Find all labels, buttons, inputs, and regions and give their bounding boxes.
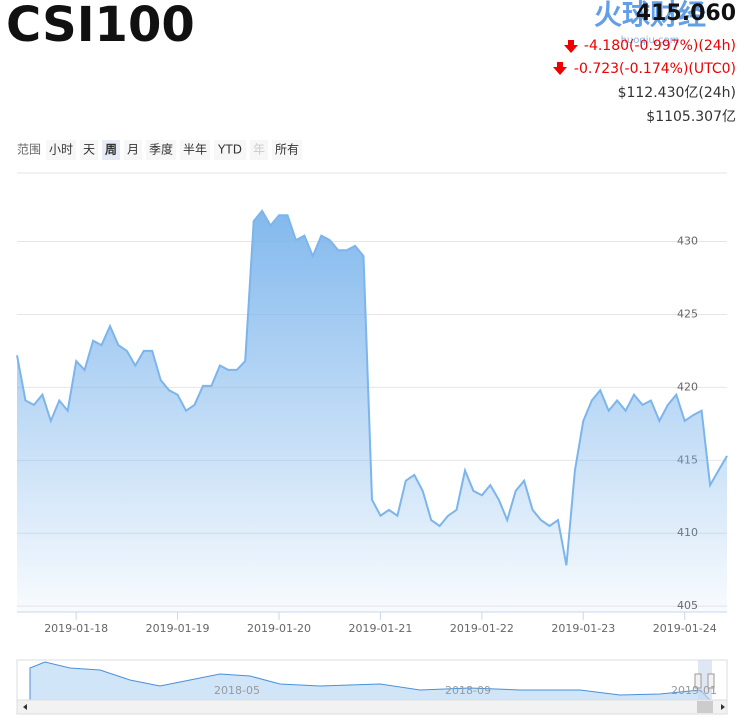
range-button-label[interactable]: 半年 [183,143,207,157]
x-tick-label: 2019-01-20 [247,622,311,635]
navigator-handle[interactable] [694,673,702,689]
price: 415.060 [636,1,736,26]
down-arrow [553,62,567,75]
navigator-label: 2018-05 [214,684,260,697]
title: CSI100 [6,0,195,53]
x-tick-label: 2019-01-21 [348,622,412,635]
navigator-window[interactable] [698,660,712,700]
range-button-label[interactable]: 年 [253,143,265,157]
scroll-right[interactable] [721,704,725,710]
scrollbar[interactable] [16,699,728,715]
x-tick-label: 2019-01-22 [450,622,514,635]
range-button-label[interactable]: 小时 [49,143,73,157]
range-button[interactable] [80,140,98,160]
x-tick-label: 2019-01-18 [44,622,108,635]
market-cap: $1105.307亿 [646,109,736,125]
range-button-label[interactable]: 天 [83,143,95,157]
area-fill [17,210,727,612]
down-arrow [564,40,578,53]
range-button[interactable] [180,140,210,160]
watermark-site: huoqiu.com [621,35,680,46]
x-tick-label: 2019-01-24 [653,622,717,635]
range-button-label[interactable]: YTD [217,143,242,157]
navigator-area [29,661,712,701]
range-button[interactable] [250,140,268,160]
scroll-thumb[interactable] [697,701,713,713]
scroll-left[interactable] [23,704,27,710]
plot: 4054104154204254302019-01-182019-01-1920… [16,172,728,635]
change-utc0: -0.723(-0.174%)(UTC0) [574,61,736,77]
range-button[interactable] [46,140,76,160]
range-button[interactable] [124,140,142,160]
range-button[interactable] [214,140,246,160]
range-button[interactable] [102,140,120,160]
navigator-handle[interactable] [707,673,715,689]
range-button[interactable] [272,140,302,160]
range-button-label[interactable]: 季度 [149,142,173,157]
y-tick-label: 425 [677,307,698,320]
volume: $112.430亿(24h) [618,85,736,101]
range-label: 范围 [17,143,41,157]
change-24h: -4.180(-0.997%)(24h) [584,38,736,54]
range-buttons: 小时天周月季度 半年 YTD 年所有 [46,140,302,160]
range-button-label[interactable]: 周 [105,143,117,157]
navigator-label: 2019-01 [671,684,717,697]
watermark: 火球财经 [594,0,706,31]
navigator [16,659,728,715]
navigator-label: 2018-09 [445,684,491,697]
y-tick-label: 420 [677,380,698,393]
line [16,209,728,566]
y-tick-label: 430 [677,235,698,248]
x-tick-label: 2019-01-23 [551,622,615,635]
range-button-label[interactable]: 月 [127,143,139,157]
range-button[interactable] [146,140,176,160]
x-tick-label: 2019-01-19 [146,622,210,635]
range-button-label[interactable]: 所有 [275,143,299,157]
